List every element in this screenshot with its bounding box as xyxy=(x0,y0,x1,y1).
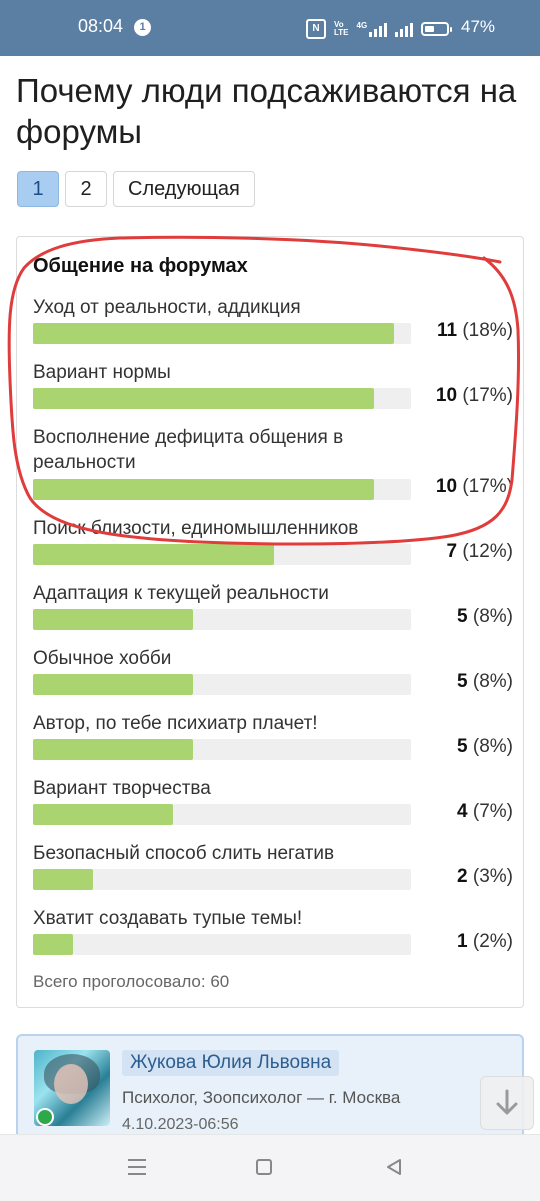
poll-option-label: Автор, по тебе психиатр плачет! xyxy=(33,713,318,734)
page-title: Почему люди подсаживаются на форумы xyxy=(16,72,517,150)
poll-option-count: 5 (8%) xyxy=(457,606,513,627)
poll-option-count: 10 (17%) xyxy=(435,385,513,406)
poll-bar-track xyxy=(33,869,411,890)
poll-total: Всего проголосовало: 60 xyxy=(33,972,230,991)
status-time: 08:04 xyxy=(78,16,124,36)
poll-option: Уход от реальности, аддикция 11 (18%) xyxy=(33,295,513,344)
poll-bar-fill xyxy=(33,479,374,500)
poll-option-label: Уход от реальности, аддикция xyxy=(33,297,301,318)
forum-post: Жукова Юлия Львовна Психолог, Зоопсихоло… xyxy=(16,1034,524,1144)
status-icons: N Vo LTE 4G xyxy=(306,19,453,39)
battery-percentage: 47% xyxy=(461,17,496,36)
poll-option: Адаптация к текущей реальности 5 (8%) xyxy=(33,581,513,630)
poll-option-count: 5 (8%) xyxy=(457,736,513,757)
poll-option-label: Поиск близости, единомышленников xyxy=(33,518,359,539)
poll-bar-fill xyxy=(33,544,274,565)
poll-option: Поиск близости, единомышленников 7 (12%) xyxy=(33,516,513,565)
poll-bar-fill xyxy=(33,869,93,890)
poll-bar-fill xyxy=(33,388,374,409)
poll-option: Восполнение дефицита общения в реальност… xyxy=(33,425,513,500)
poll-option-label: Вариант нормы xyxy=(33,362,171,383)
poll-bar-track xyxy=(33,544,411,565)
poll-option-count: 5 (8%) xyxy=(457,671,513,692)
poll-option-label: Обычное хобби xyxy=(33,648,172,669)
menu-icon[interactable] xyxy=(128,1159,146,1180)
4g-signal-icon: 4G xyxy=(357,21,388,37)
page-1-button[interactable]: 1 xyxy=(17,171,59,207)
poll-option-count: 4 (7%) xyxy=(457,801,513,822)
poll-option: Обычное хобби 5 (8%) xyxy=(33,646,513,695)
poll-option-label: Вариант творчества xyxy=(33,778,211,799)
author-name-link[interactable]: Жукова Юлия Львовна xyxy=(122,1050,340,1076)
poll-bar-track xyxy=(33,934,411,955)
status-bar: 08:04 1 N Vo LTE 4G 47% xyxy=(0,0,540,56)
poll-option-count: 2 (3%) xyxy=(457,866,513,887)
poll-bar-fill xyxy=(33,934,73,955)
poll-bar-track xyxy=(33,388,411,409)
volte-icon: Vo LTE xyxy=(334,20,349,37)
poll-option: Безопасный способ слить негатив 2 (3%) xyxy=(33,841,513,890)
next-page-button[interactable]: Следующая xyxy=(113,171,255,207)
online-status-icon xyxy=(36,1108,54,1126)
poll-bar-fill xyxy=(33,323,394,344)
poll-option: Хватит создавать тупые темы! 1 (2%) xyxy=(33,906,513,955)
poll-bar-track xyxy=(33,479,411,500)
poll-option-label: Безопасный способ слить негатив xyxy=(33,843,335,864)
poll-option-label: Восполнение дефицита общения в реальност… xyxy=(33,427,344,473)
poll-option-label: Хватит создавать тупые темы! xyxy=(33,908,303,929)
poll-bar-fill xyxy=(33,609,193,630)
poll-bar-fill xyxy=(33,804,173,825)
poll-option: Вариант творчества 4 (7%) xyxy=(33,776,513,825)
poll-bar-track xyxy=(33,739,411,760)
back-icon[interactable] xyxy=(384,1157,404,1177)
poll-bar-fill xyxy=(33,739,193,760)
poll-bar-fill xyxy=(33,674,193,695)
poll-bar-track xyxy=(33,804,411,825)
poll-option-count: 7 (12%) xyxy=(446,541,513,562)
battery-icon xyxy=(421,22,453,36)
poll-option-count: 10 (17%) xyxy=(435,476,513,497)
home-icon[interactable] xyxy=(256,1159,272,1175)
poll-option: Автор, по тебе психиатр плачет! 5 (8%) xyxy=(33,711,513,760)
page-2-button[interactable]: 2 xyxy=(65,171,107,207)
poll-bar-track xyxy=(33,323,411,344)
notification-count-badge: 1 xyxy=(134,19,151,36)
poll-option: Вариант нормы 10 (17%) xyxy=(33,360,513,409)
system-nav-bar xyxy=(0,1134,540,1201)
nfc-icon: N xyxy=(306,19,326,39)
poll-option-count: 11 (18%) xyxy=(436,320,513,341)
poll: Общение на форумах Уход от реальности, а… xyxy=(16,236,524,1008)
poll-bar-track xyxy=(33,674,411,695)
arrow-down-icon xyxy=(496,1089,518,1115)
poll-title: Общение на форумах xyxy=(33,255,248,277)
poll-option-count: 1 (2%) xyxy=(457,931,513,952)
poll-option-label: Адаптация к текущей реальности xyxy=(33,583,329,604)
post-date: 4.10.2023-06:56 xyxy=(122,1116,239,1133)
poll-bar-track xyxy=(33,609,411,630)
signal-icon xyxy=(395,21,414,37)
author-role: Психолог, Зоопсихолог — г. Москва xyxy=(122,1088,401,1107)
pagination: 1 2 Следующая xyxy=(17,171,255,207)
avatar[interactable] xyxy=(34,1050,110,1126)
scroll-down-button[interactable] xyxy=(480,1076,534,1130)
